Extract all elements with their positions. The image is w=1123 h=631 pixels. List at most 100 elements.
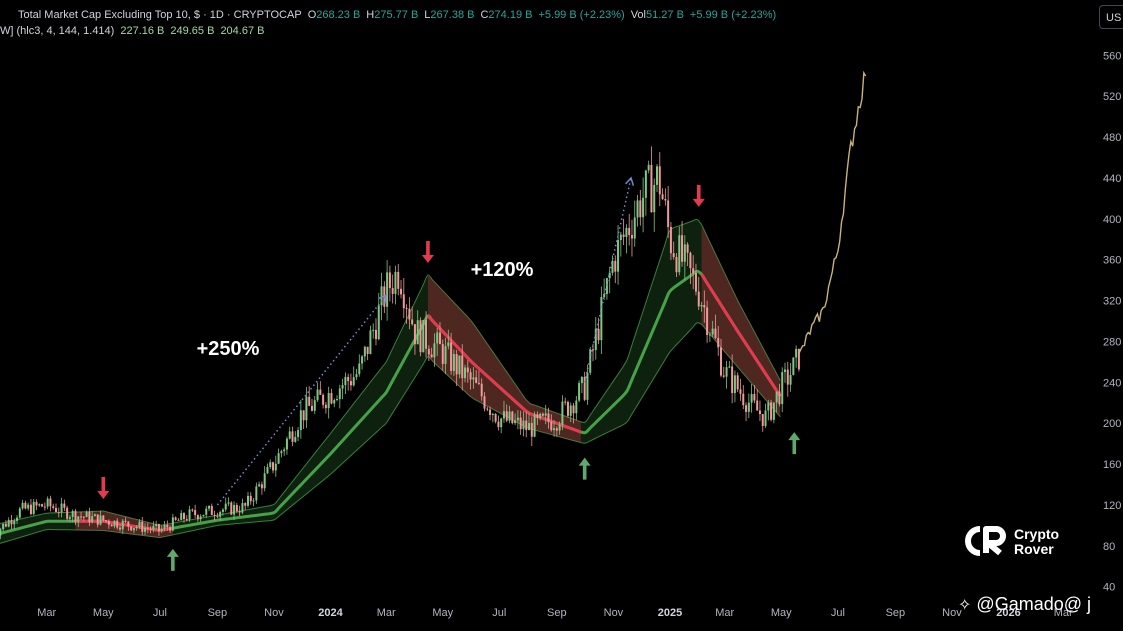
x-tick-label: 2024 bbox=[318, 607, 343, 619]
candle-body bbox=[80, 516, 83, 518]
candle-body bbox=[93, 514, 96, 517]
candle-body bbox=[452, 354, 455, 371]
candle-body bbox=[483, 396, 486, 409]
dotted-arrowhead bbox=[378, 294, 388, 304]
candle-body bbox=[280, 451, 283, 454]
candle-body bbox=[369, 330, 372, 355]
candle-body bbox=[68, 517, 71, 519]
candle-body bbox=[274, 463, 277, 471]
candle-body bbox=[686, 244, 689, 253]
candle-body bbox=[38, 504, 41, 506]
y-tick-label: 40 bbox=[1103, 582, 1115, 594]
candle-body bbox=[107, 520, 110, 525]
candle-body bbox=[555, 428, 558, 431]
band-red-mid-line bbox=[426, 314, 582, 434]
candle-body bbox=[82, 516, 85, 518]
candle-body bbox=[196, 515, 199, 520]
x-tick-label: Sep bbox=[208, 607, 228, 619]
candle-body bbox=[277, 453, 280, 464]
candle-body bbox=[180, 513, 183, 521]
x-tick-label: Nov bbox=[604, 607, 624, 619]
symbol-title[interactable]: Total Market Cap Excluding Top 10, $ · 1… bbox=[18, 9, 302, 21]
candle-body bbox=[697, 291, 700, 307]
candle-body bbox=[781, 372, 784, 405]
candle-body bbox=[561, 401, 564, 425]
band-fill bbox=[0, 219, 781, 544]
candle-body bbox=[294, 436, 297, 442]
candle-body bbox=[102, 515, 105, 521]
candle-body bbox=[630, 234, 633, 239]
sell-arrow-icon bbox=[97, 477, 110, 500]
candle-body bbox=[575, 400, 578, 414]
candle-body bbox=[706, 307, 709, 335]
candle-body bbox=[469, 372, 472, 380]
candle-body bbox=[35, 501, 38, 506]
candle-body bbox=[219, 511, 222, 517]
candle-body bbox=[199, 516, 202, 520]
indicator-name: W] (hlc3, 4, 144, 1.414) bbox=[0, 25, 115, 37]
candle-body bbox=[775, 391, 778, 403]
crypto-rover-logo: Crypto Rover bbox=[962, 525, 1059, 562]
candle-body bbox=[789, 375, 792, 385]
candle-body bbox=[500, 418, 503, 428]
candle-body bbox=[497, 421, 500, 428]
candle-body bbox=[647, 164, 650, 171]
candle-body bbox=[171, 517, 174, 531]
candle-body bbox=[238, 511, 241, 513]
candle-body bbox=[444, 346, 447, 364]
candle-body bbox=[533, 414, 536, 437]
candle-body bbox=[600, 297, 603, 341]
candle-body bbox=[10, 519, 13, 525]
candle-body bbox=[438, 332, 441, 345]
x-tick-label: Jul bbox=[492, 607, 506, 619]
candle-body bbox=[52, 506, 55, 508]
x-tick-label: May bbox=[93, 607, 114, 619]
candle-body bbox=[786, 369, 789, 385]
candle-body bbox=[419, 320, 422, 353]
candle-body bbox=[489, 409, 492, 415]
currency-button[interactable]: US bbox=[1099, 5, 1123, 29]
candle-body bbox=[310, 405, 313, 411]
candle-body bbox=[66, 507, 69, 519]
candle-body bbox=[611, 260, 614, 273]
candle-body bbox=[447, 342, 450, 347]
candle-body bbox=[550, 421, 553, 431]
candle-body bbox=[174, 517, 177, 520]
candle-body bbox=[380, 286, 383, 306]
candle-body bbox=[761, 414, 764, 427]
candle-body bbox=[722, 375, 725, 377]
candle-body bbox=[110, 524, 113, 527]
gain-label: +250% bbox=[197, 338, 260, 360]
candle-body bbox=[130, 526, 133, 531]
candle-body bbox=[285, 438, 288, 450]
candle-body bbox=[266, 467, 269, 474]
candle-body bbox=[725, 367, 728, 377]
candle-body bbox=[625, 227, 628, 237]
candle-body bbox=[792, 357, 795, 376]
candle-body bbox=[416, 320, 419, 345]
indicator-legend[interactable]: W] (hlc3, 4, 144, 1.414) 227.16 B 249.65… bbox=[0, 25, 264, 37]
candle-body bbox=[132, 528, 135, 531]
candle-body bbox=[288, 431, 291, 439]
candle-body bbox=[756, 400, 759, 411]
candle-body bbox=[436, 332, 439, 344]
x-tick-label: Sep bbox=[547, 607, 567, 619]
x-tick-label: Mar bbox=[1054, 607, 1073, 619]
candle-body bbox=[352, 377, 355, 386]
band-red-mid-line bbox=[700, 273, 782, 398]
candle-body bbox=[308, 396, 311, 406]
candle-body bbox=[605, 278, 608, 294]
y-axis[interactable]: 560 520 480 440 400 360 320 280 240 200 160 120 80 40 bbox=[1103, 50, 1121, 593]
candle-body bbox=[511, 411, 514, 424]
candle-body bbox=[747, 402, 750, 412]
candle-body bbox=[96, 514, 99, 525]
candle-body bbox=[263, 473, 266, 489]
weibo-icon: ✧ bbox=[958, 597, 972, 614]
candle-body bbox=[24, 502, 27, 509]
brand-line2: Rover bbox=[1014, 541, 1054, 557]
candle-body bbox=[388, 272, 391, 289]
candle-body bbox=[736, 375, 739, 390]
candle-body bbox=[260, 484, 263, 489]
x-axis[interactable]: 23MarMayJulSepNov2024MarMayJulSepNov2025… bbox=[0, 607, 1073, 619]
